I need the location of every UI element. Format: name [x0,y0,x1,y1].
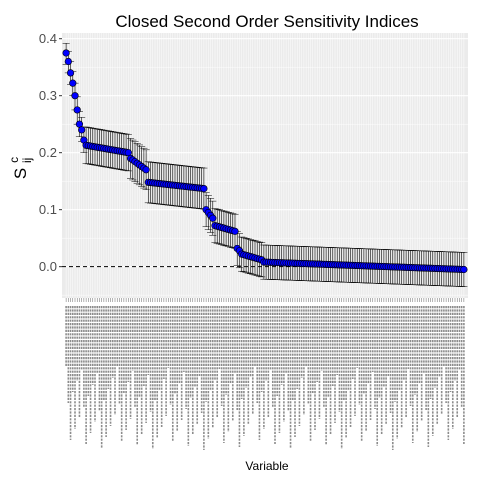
data-point [71,92,79,100]
y-tick-label: 0.1 [39,202,57,217]
data-point [200,184,208,193]
y-axis-title-sup: c [7,157,21,163]
y-tick-label: 0.3 [39,88,57,103]
x-axis-ticks [65,298,465,450]
svg-text:S ij c: S ij c [7,153,35,179]
data-point [78,126,86,134]
y-tick-label: 0.2 [39,145,57,160]
data-point [209,214,217,222]
data-point [460,265,468,274]
data-point [73,106,81,114]
data-points [62,49,468,274]
data-point [66,69,75,77]
y-tick-label: 0.0 [39,259,57,274]
chart-title: Closed Second Order Sensitivity Indices [115,12,418,31]
error-bars [62,43,468,287]
data-point [64,57,72,66]
data-point [142,166,150,174]
y-tick-label: 0.4 [39,31,57,46]
data-point [231,227,239,235]
y-axis-title-sub: ij [20,158,34,163]
panel-background [62,33,468,298]
data-point [62,49,70,57]
y-axis-ticks: 0.0 0.1 0.2 0.3 0.4 [39,31,62,274]
y-axis-title-main: S [11,168,30,179]
y-axis-title: S ij c [7,153,35,179]
x-axis-title: Variable [245,459,288,473]
data-point [69,79,77,87]
